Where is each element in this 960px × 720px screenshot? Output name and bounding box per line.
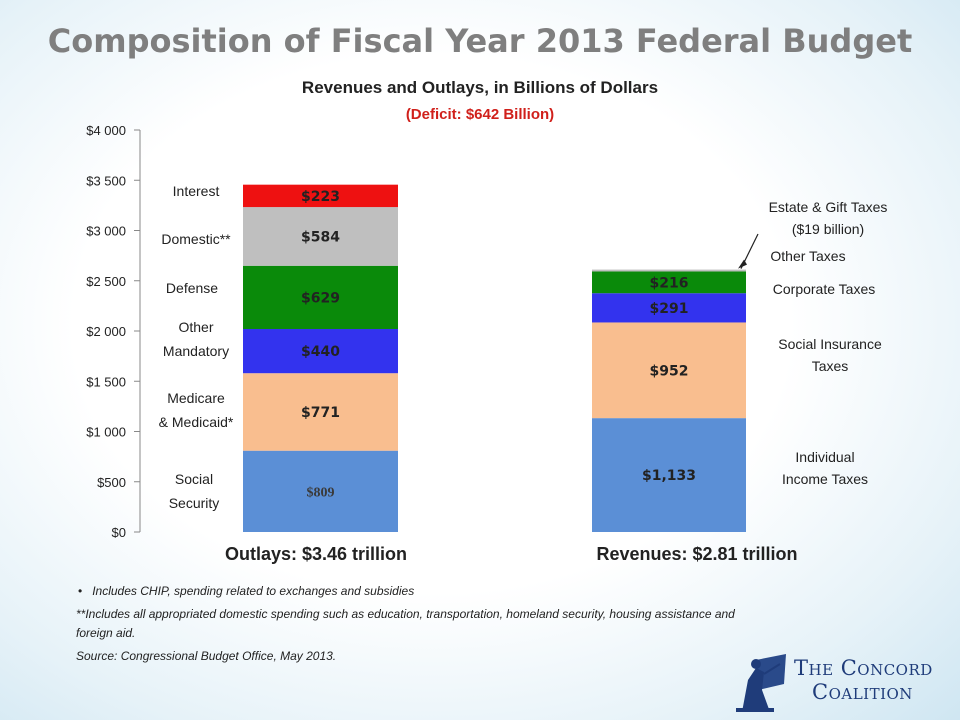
bar-segment bbox=[592, 322, 746, 419]
segment-label: Corporate Taxes bbox=[773, 281, 875, 297]
bar-segment bbox=[592, 293, 746, 323]
data-label: $1,133 bbox=[642, 468, 696, 484]
bar-segment bbox=[243, 265, 398, 329]
bar-segment bbox=[243, 450, 398, 532]
deficit-note: (Deficit: $642 Billion) bbox=[405, 106, 555, 123]
data-label: $584 bbox=[301, 229, 340, 245]
bar-segment bbox=[592, 269, 746, 272]
bar-segment bbox=[243, 373, 398, 451]
y-tick-label: $3 500 bbox=[86, 173, 126, 188]
segment-label: Individual bbox=[795, 449, 854, 465]
segment-label: Social bbox=[175, 471, 213, 487]
data-label: $223 bbox=[301, 189, 340, 205]
segment-label: Mandatory bbox=[163, 343, 229, 359]
bar-category-label: Revenues: $2.81 trillion bbox=[596, 544, 797, 564]
source-note: Source: Congressional Budget Office, May… bbox=[76, 649, 337, 663]
y-tick-label: $2 500 bbox=[86, 274, 126, 289]
data-label: $216 bbox=[650, 275, 689, 291]
y-tick-label: $2 000 bbox=[86, 324, 126, 339]
estate-arrowhead bbox=[738, 259, 747, 269]
data-label: $809 bbox=[307, 485, 335, 500]
minuteman-logo-icon bbox=[736, 654, 786, 712]
bar-segment bbox=[243, 184, 398, 208]
segment-label: Income Taxes bbox=[782, 471, 868, 487]
data-label: $440 bbox=[301, 344, 340, 360]
logo-line-1: The Concord bbox=[794, 656, 933, 680]
y-tick-label: $0 bbox=[112, 525, 126, 540]
bar-segment bbox=[243, 207, 398, 266]
bar-segment bbox=[243, 328, 398, 374]
footnotes: Includes CHIP, spending related to excha… bbox=[76, 582, 756, 670]
data-label: $771 bbox=[301, 405, 340, 421]
segment-label: Other Taxes bbox=[770, 248, 845, 264]
y-tick-label: $1 000 bbox=[86, 425, 126, 440]
page-title: Composition of Fiscal Year 2013 Federal … bbox=[47, 22, 913, 60]
bar-segment bbox=[592, 418, 746, 532]
footnote-domestic: **Includes all appropriated domestic spe… bbox=[76, 607, 735, 640]
data-label: $952 bbox=[650, 363, 689, 379]
chart-subtitle: Revenues and Outlays, in Billions of Dol… bbox=[301, 78, 659, 97]
segment-label: Interest bbox=[173, 183, 220, 199]
y-tick-label: $500 bbox=[97, 475, 126, 490]
segment-label: Medicare bbox=[167, 390, 225, 406]
segment-label: ($19 billion) bbox=[792, 221, 864, 237]
data-label: $291 bbox=[650, 301, 689, 317]
data-label: $629 bbox=[301, 290, 340, 306]
segment-label: Defense bbox=[166, 280, 218, 296]
segment-label: Domestic** bbox=[161, 231, 231, 247]
bar-segment bbox=[592, 271, 746, 294]
y-tick-label: $4 000 bbox=[86, 123, 126, 138]
segment-label: Taxes bbox=[812, 358, 849, 374]
segment-label: Social Insurance bbox=[778, 336, 882, 352]
footnote-chip: Includes CHIP, spending related to excha… bbox=[76, 582, 756, 601]
bar-category-label: Outlays: $3.46 trillion bbox=[225, 544, 407, 564]
segment-label: Estate & Gift Taxes bbox=[769, 199, 888, 215]
y-tick-label: $1 500 bbox=[86, 374, 126, 389]
concord-coalition-logo: The Concord Coalition bbox=[734, 650, 934, 714]
y-tick-label: $3 000 bbox=[86, 224, 126, 239]
segment-label: Security bbox=[169, 495, 220, 511]
segment-label: Other bbox=[178, 319, 213, 335]
logo-line-2: Coalition bbox=[812, 680, 913, 704]
logo-wordmark: The Concord Coalition bbox=[794, 656, 933, 704]
segment-label: & Medicaid* bbox=[159, 414, 234, 430]
